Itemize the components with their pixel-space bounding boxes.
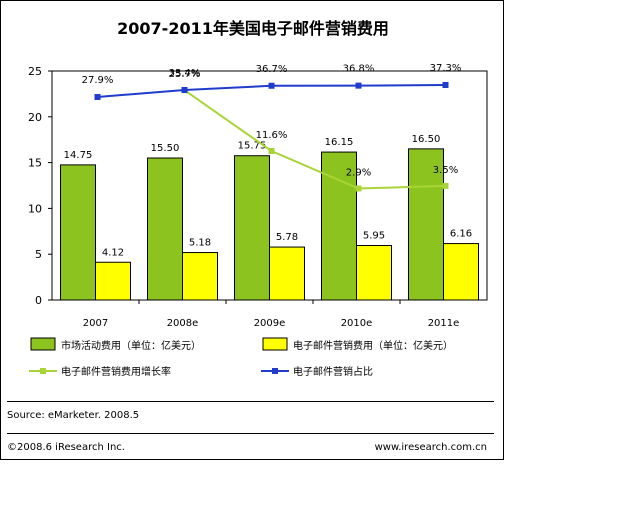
line-marker [355,82,362,89]
y-tick-label: 0 [35,294,42,307]
bar [269,246,305,301]
chart-svg: 0 5 10 15 20 25 2007 2008e 2009e 2010e 2011e 14.75 1… [28,63,488,378]
bar-data-label: 16.15 [325,137,354,148]
legend-label: 市场活动费用（单位：亿美元） [61,339,201,352]
x-tick-label: 2008e [167,318,199,329]
x-tick-label: 2010e [341,318,373,329]
legend-label: 电子邮件营销费用（单位：亿美元） [293,339,453,352]
legend-marker [40,368,46,374]
line-data-label: 3.5% [433,165,458,176]
bar-data-label: 16.50 [412,134,441,145]
bar [182,252,218,301]
y-tick-label: 15 [28,157,42,170]
bar-data-label: 15.75 [238,141,267,152]
y-tick-label: 10 [28,202,42,215]
bar [95,261,131,301]
legend-label: 电子邮件营销占比 [293,365,373,378]
legend-label: 电子邮件营销费用增长率 [61,365,171,378]
y-tick-label: 20 [28,111,42,124]
series-line [183,89,446,190]
line-data-label: 25.7% [169,69,201,80]
line-data-label: 27.9% [82,75,114,86]
line-data-label: 33.4% [169,68,201,79]
bar [147,157,183,301]
x-tick-label: 2009e [254,318,286,329]
line-marker [181,86,188,93]
bar-data-label: 6.16 [450,229,472,240]
bar [356,244,392,301]
bar-data-label: 5.95 [363,230,385,241]
bar [60,164,96,301]
bar [408,148,444,301]
bar-data-label: 4.12 [102,247,124,258]
copyright: ©2008.6 iResearch Inc. [7,442,125,453]
bar [321,151,357,301]
line-data-label: 36.8% [343,64,375,75]
x-tick-label: 2011e [428,318,460,329]
legend-swatch [30,337,56,351]
divider-top [7,401,494,402]
line-marker [268,148,275,154]
bar-data-label: 14.75 [64,150,93,161]
website: www.iresearch.com.cn [374,442,487,453]
line-data-label: 2.9% [346,168,371,179]
line-data-label: 37.3% [430,63,462,74]
line-marker [94,94,101,100]
line-data-label: 11.6% [256,130,288,141]
bar-data-label: 15.50 [151,143,180,154]
line-marker [268,82,275,89]
bar [234,155,270,301]
line-data-label: 36.7% [256,64,288,75]
y-tick-label: 25 [28,65,42,78]
line-marker [442,82,449,88]
line-marker [355,185,362,192]
divider-bottom [7,433,494,434]
bar-data-label: 5.18 [189,238,211,249]
y-tick-label: 5 [35,248,42,261]
chart-title: 2007-2011年美国电子邮件营销费用 [117,19,389,38]
legend-swatch [262,337,288,351]
x-tick-label: 2007 [83,318,108,329]
legend-marker [272,368,278,374]
bar [443,243,479,301]
source-note: Source: eMarketer. 2008.5 [7,410,140,421]
chart-frame: 2007-2011年美国电子邮件营销费用 0 5 10 15 20 25 2007 2008e… [0,0,504,460]
line-marker [442,182,449,189]
bar-data-label: 5.78 [276,232,298,243]
